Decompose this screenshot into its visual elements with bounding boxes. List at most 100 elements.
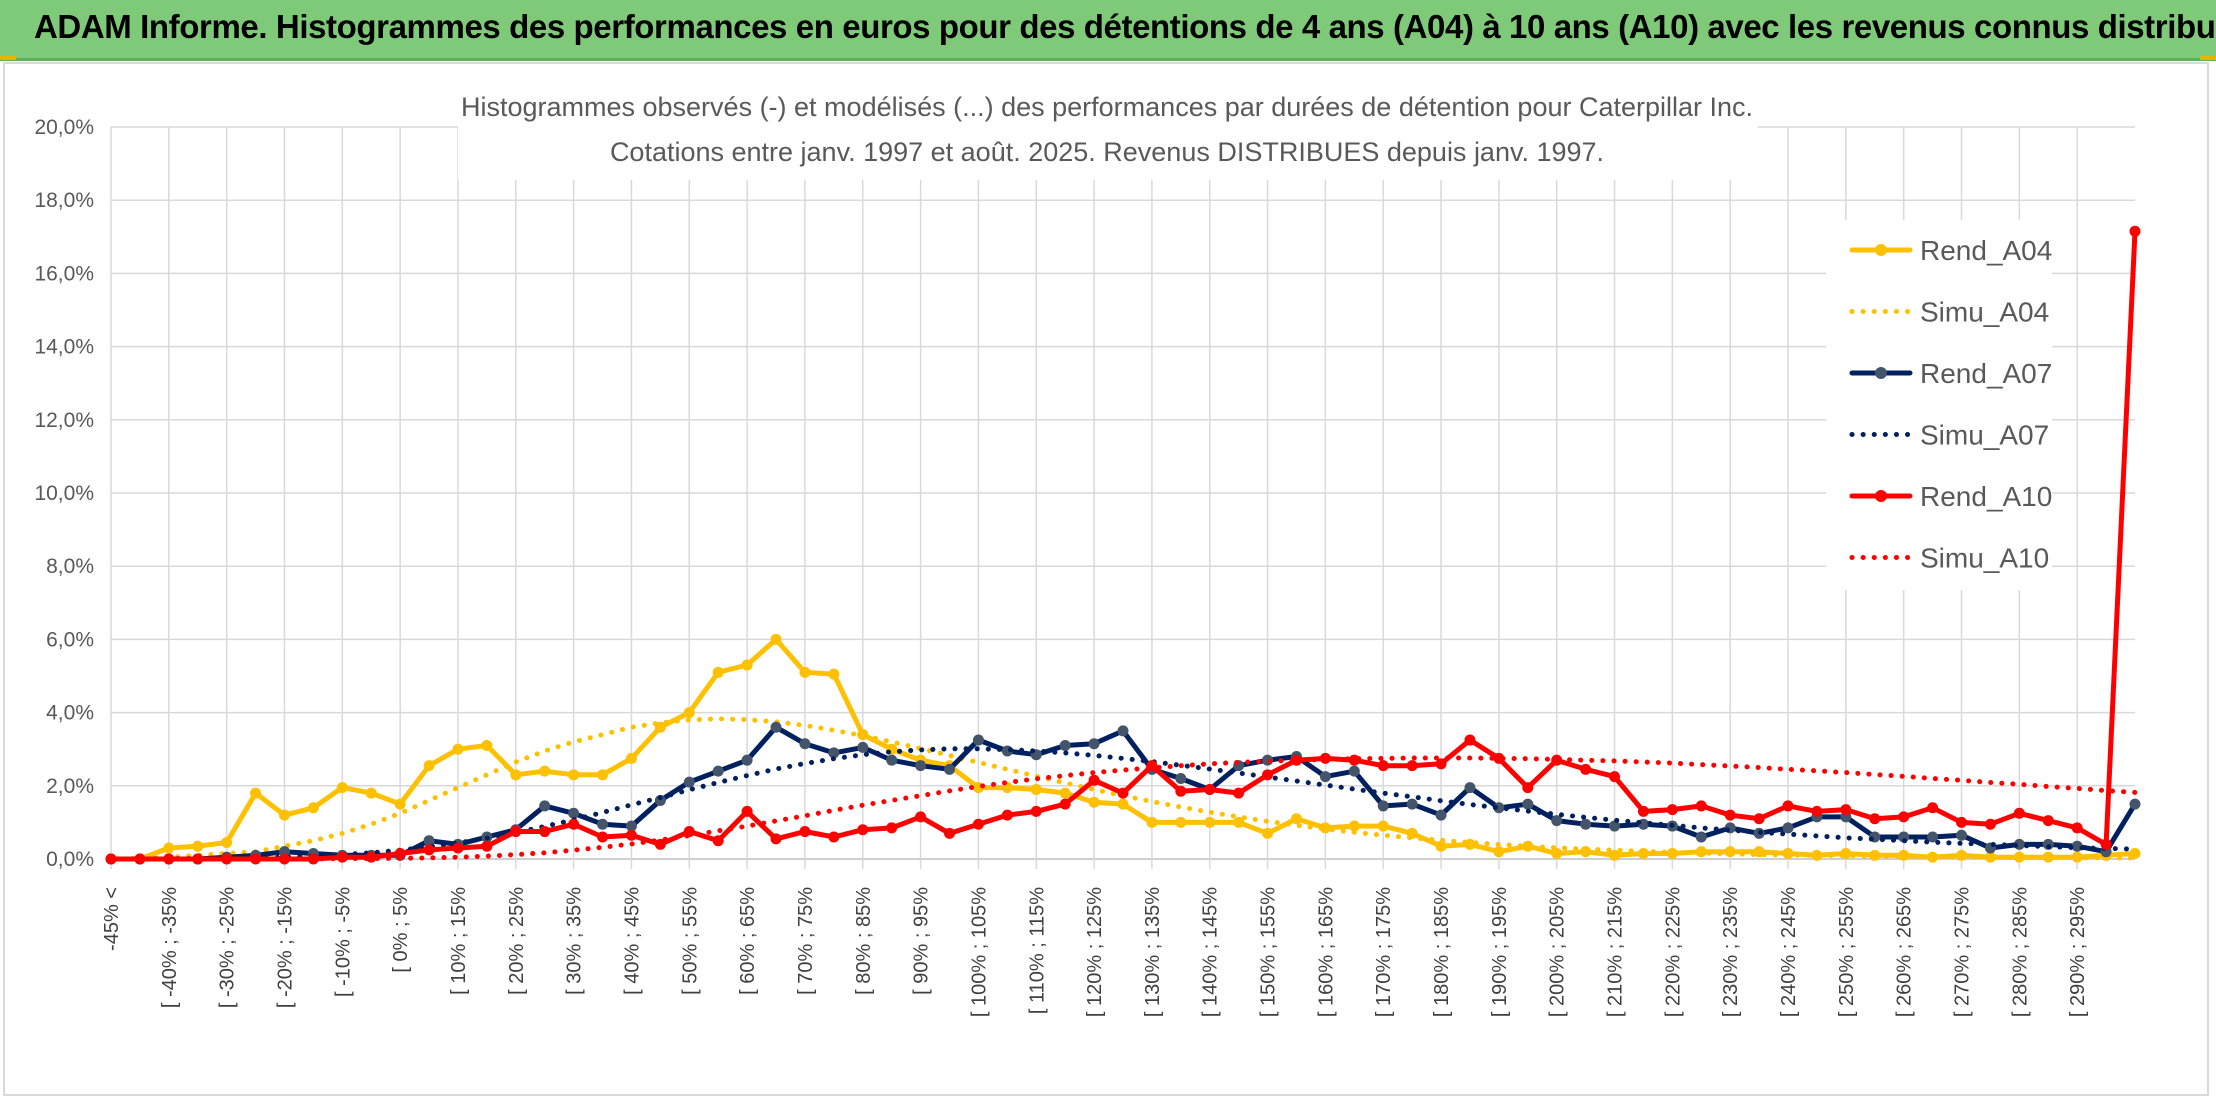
data-point: [1262, 827, 1274, 839]
data-point: [683, 707, 695, 719]
data-point: [1435, 809, 1447, 821]
x-tick-label: [ 110% ; 115%: [1026, 887, 1048, 1014]
data-point: [1522, 840, 1534, 852]
x-tick-label: [ 160% ; 165%: [1315, 887, 1337, 1017]
data-point: [423, 835, 435, 847]
x-tick-label: [ 120% ; 125%: [1084, 887, 1106, 1017]
data-point: [539, 826, 551, 838]
data-point: [828, 668, 840, 680]
data-point: [770, 633, 782, 645]
data-point: [1146, 816, 1158, 828]
data-point: [2042, 815, 2054, 827]
legend-label: Simu_A10: [1920, 543, 2049, 574]
data-point: [510, 826, 522, 838]
data-point: [972, 734, 984, 746]
data-point: [741, 659, 753, 671]
x-tick-label: [ 70% ; 75%: [795, 887, 817, 995]
chart-subtitle: Cotations entre janv. 1997 et août. 2025…: [610, 137, 1604, 167]
x-tick-label: [ 140% ; 145%: [1200, 887, 1222, 1017]
data-point: [828, 831, 840, 843]
data-point: [799, 826, 811, 838]
x-tick-label: [ 100% ; 105%: [968, 887, 990, 1017]
data-point: [828, 747, 840, 759]
data-point: [1117, 798, 1129, 810]
data-point: [625, 829, 637, 841]
y-tick-label: 4,0%: [46, 702, 94, 725]
data-point: [1927, 802, 1939, 814]
data-point: [2129, 798, 2141, 810]
data-point: [423, 760, 435, 772]
series-line-rend-a04: [108, 636, 2138, 862]
data-point: [1377, 800, 1389, 812]
data-point: [1811, 849, 1823, 861]
data-point: [597, 831, 609, 843]
y-tick-label: 8,0%: [46, 555, 94, 578]
x-tick-label: [ 190% ; 195%: [1489, 887, 1511, 1017]
y-tick-label: 18,0%: [34, 189, 94, 212]
data-point: [307, 802, 319, 814]
data-point: [1580, 818, 1592, 830]
x-tick-label: [ 240% ; 245%: [1778, 887, 1800, 1017]
data-point: [1551, 848, 1563, 860]
data-point: [1782, 822, 1794, 834]
data-point: [712, 835, 724, 847]
data-point: [1233, 816, 1245, 828]
x-tick-label: [ -30% ; -25%: [217, 887, 239, 1008]
corner-accent-left: [0, 56, 16, 60]
data-point: [1175, 816, 1187, 828]
data-point: [654, 794, 666, 806]
y-tick-label: 2,0%: [46, 775, 94, 798]
data-point: [1435, 758, 1447, 770]
y-tick-label: 12,0%: [34, 409, 94, 432]
x-tick-label: [ 30% ; 35%: [564, 887, 586, 995]
data-point: [1984, 851, 1996, 863]
data-point: [1637, 805, 1649, 817]
data-point: [2071, 822, 2083, 834]
data-point: [1898, 849, 1910, 861]
report-title: ADAM Informe. Histogrammes des performan…: [34, 8, 2216, 45]
data-point: [1435, 840, 1447, 852]
data-point: [452, 842, 464, 854]
x-tick-label: [ 150% ; 155%: [1258, 887, 1280, 1017]
data-point: [568, 769, 580, 781]
data-point: [683, 776, 695, 788]
data-point: [539, 800, 551, 812]
series-line-simu-a07: [108, 746, 2138, 862]
x-tick-label: [ 0% ; 5%: [390, 887, 412, 973]
x-tick-label: [ -10% ; -5%: [332, 887, 354, 997]
data-point: [1290, 813, 1302, 825]
x-tick-label: [ 80% ; 85%: [853, 887, 875, 995]
x-tick-label: [ 180% ; 185%: [1431, 887, 1453, 1017]
legend-marker: [1875, 244, 1887, 256]
legend-marker: [1875, 367, 1887, 379]
x-tick-label: [ 50% ; 55%: [679, 887, 701, 995]
data-point: [654, 721, 666, 733]
data-point: [1609, 771, 1621, 783]
data-point: [1984, 818, 1996, 830]
data-point: [1927, 831, 1939, 843]
data-point: [1869, 813, 1881, 825]
data-point: [481, 740, 493, 752]
data-point: [1290, 754, 1302, 766]
data-point: [915, 811, 927, 823]
x-tick-label: [ 260% ; 265%: [1894, 887, 1916, 1017]
y-tick-label: 16,0%: [34, 262, 94, 285]
data-point: [221, 837, 233, 849]
data-point: [1898, 811, 1910, 823]
data-point: [770, 833, 782, 845]
x-tick-label: [ -40% ; -35%: [159, 887, 181, 1008]
data-point: [597, 769, 609, 781]
data-point: [944, 763, 956, 775]
data-point: [1059, 740, 1071, 752]
data-point: [539, 765, 551, 777]
data-point: [1695, 831, 1707, 843]
legend-label: Rend_A10: [1920, 481, 2052, 512]
grid-lines: [110, 126, 2135, 869]
data-point: [278, 853, 290, 865]
data-point: [1522, 798, 1534, 810]
data-point: [1551, 815, 1563, 827]
data-point: [1406, 760, 1418, 772]
data-point: [568, 818, 580, 830]
data-point: [1840, 804, 1852, 816]
data-point: [770, 721, 782, 733]
